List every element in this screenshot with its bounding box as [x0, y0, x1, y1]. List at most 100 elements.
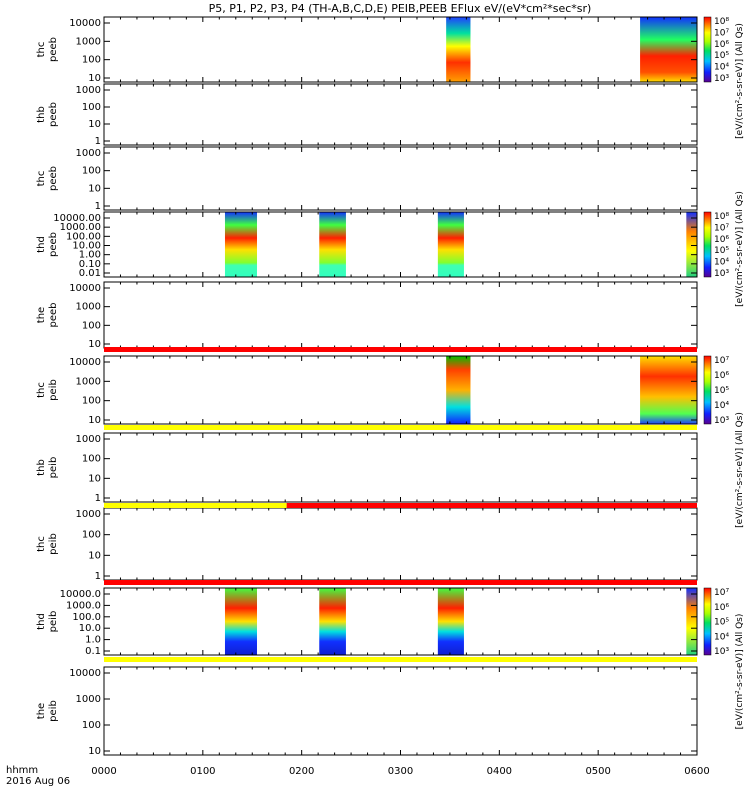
status-bar-segment [104, 347, 697, 352]
y-tick-label: 10 [88, 119, 101, 130]
colorbar-tick-label: 10³ [714, 647, 729, 657]
x-tick-label: 0600 [684, 766, 709, 777]
spectrogram-block [640, 17, 697, 82]
colorbar-tick-label: 10⁴ [714, 63, 729, 73]
y-tick-label: 100.0 [72, 612, 101, 623]
panel-ylabel: thd [36, 613, 47, 630]
panel-frame [103, 83, 698, 146]
colorbar [703, 587, 712, 656]
panel-frame [103, 666, 698, 756]
panel-ylabel: peeb [48, 166, 59, 191]
y-tick-label: 1000.00 [60, 222, 101, 233]
y-tick-label: 100 [82, 320, 101, 331]
y-tick-label: 100 [82, 396, 101, 407]
colorbar-tick-label: 10⁸ [714, 17, 729, 27]
spectrogram-block [437, 588, 464, 655]
status-bar-segment [104, 425, 697, 430]
y-tick-label: 0.10 [79, 259, 101, 270]
colorbar-tick-label: 10³ [714, 416, 729, 426]
spectrogram-block [686, 588, 697, 655]
spectrogram-block [640, 356, 697, 424]
panel-0: 10000 1000 100 10 thc peeb [36, 16, 698, 84]
spectrogram-block [319, 588, 346, 655]
x-tick-label: 0100 [190, 766, 215, 777]
spectrogram-block [224, 212, 257, 277]
panel-2: 1000 100 10 1 thc peeb [36, 146, 698, 212]
panel-ylabel: thb [36, 459, 47, 476]
colorbar-tick-label: 10⁸ [714, 212, 729, 222]
y-tick-label: 10 [88, 746, 101, 757]
x-tick-label: 0000 [91, 766, 116, 777]
panel-ylabel: peeb [48, 303, 59, 328]
panel-frame [103, 211, 698, 278]
colorbar [703, 16, 712, 83]
colorbar-tick-label: 10⁶ [714, 603, 729, 613]
y-tick-label: 10.00 [72, 241, 101, 252]
x-tick-label: 0200 [289, 766, 314, 777]
colorbar-tick-label: 10⁴ [714, 258, 729, 268]
y-tick-label: 1 [95, 136, 101, 147]
colorbar-label: [eV/(cm²-s-sr-eV)] (All Qs) [735, 614, 745, 730]
spectrogram-block [224, 588, 257, 655]
spectrogram-block [319, 212, 346, 277]
y-tick-label: 1000 [76, 148, 101, 159]
colorbar-tick-label: 10³ [714, 269, 729, 279]
y-tick-label: 10000 [69, 357, 101, 368]
panel-4: 10000 1000 100 10 the peeb [36, 281, 698, 350]
date-label: 2016 Aug 06 [6, 776, 70, 787]
colorbar-tick-label: 10⁵ [714, 618, 729, 628]
y-tick-label: 1000.0 [66, 600, 101, 611]
panel-9: 10000 1000 100 10 the peib [36, 666, 698, 757]
panel-6: 1000 100 10 1 thb peib [36, 432, 698, 504]
panel-frame [103, 146, 698, 211]
y-tick-label: 1 [95, 493, 101, 504]
y-tick-label: 1 [95, 571, 101, 582]
colorbar-label: [eV/(cm²-s-sr-eV)] (All Qs) [735, 412, 745, 528]
y-tick-label: 10000 [69, 283, 101, 294]
colorbar-tick-label: 10⁷ [714, 28, 729, 38]
panel-ylabel: thc [36, 382, 47, 398]
y-tick-label: 1000 [76, 302, 101, 313]
colorbar-tick-label: 10⁷ [714, 356, 729, 366]
panel-ylabel: thb [36, 106, 47, 123]
panel-ylabel: peib [48, 379, 59, 401]
y-tick-label: 10 [88, 473, 101, 484]
y-tick-label: 100 [82, 102, 101, 113]
panel-ylabel: thc [36, 536, 47, 552]
panel-ylabel: thd [36, 236, 47, 253]
colorbar-tick-label: 10⁶ [714, 40, 729, 50]
y-tick-label: 10 [88, 183, 101, 194]
panel-7: 1000 100 10 1 thc peib [36, 507, 698, 582]
colorbar-tick-label: 10⁷ [714, 223, 729, 233]
status-bar-segment [286, 503, 697, 508]
panel-frame [103, 281, 698, 349]
y-tick-label: 10000.0 [60, 589, 101, 600]
panel-frame [103, 507, 698, 581]
y-tick-label: 10000.00 [53, 213, 101, 224]
panel-ylabel: thc [36, 42, 47, 58]
status-bars-group [104, 347, 697, 662]
y-tick-label: 10 [88, 339, 101, 350]
x-axis: 0000 0100 0200 0300 0400 0500 0600 [91, 766, 709, 777]
y-tick-label: 1000 [76, 694, 101, 705]
chart-title: P5, P1, P2, P3, P4 (TH-A,B,C,D,E) PEIB,P… [209, 2, 592, 15]
status-bar-segment [104, 580, 697, 585]
panel-ylabel: peeb [48, 232, 59, 257]
spectrogram-block [446, 356, 471, 424]
panel-frame [103, 432, 698, 503]
colorbar-tick-label: 10⁵ [714, 386, 729, 396]
status-bar-segment [104, 657, 697, 662]
panel-ylabel: the [36, 307, 47, 323]
y-tick-label: 100 [82, 530, 101, 541]
y-tick-label: 10.0 [79, 623, 101, 634]
colorbar-tick-label: 10⁷ [714, 588, 729, 598]
y-tick-label: 1000 [76, 36, 101, 47]
colorbar-label: [eV/(cm²-s-sr-eV)] (All Qs) [735, 23, 745, 139]
y-tick-label: 1.00 [79, 250, 101, 261]
panel-ylabel: peib [48, 457, 59, 479]
colorbar-tick-label: 10⁴ [714, 632, 729, 642]
status-bar-segment [104, 503, 287, 508]
